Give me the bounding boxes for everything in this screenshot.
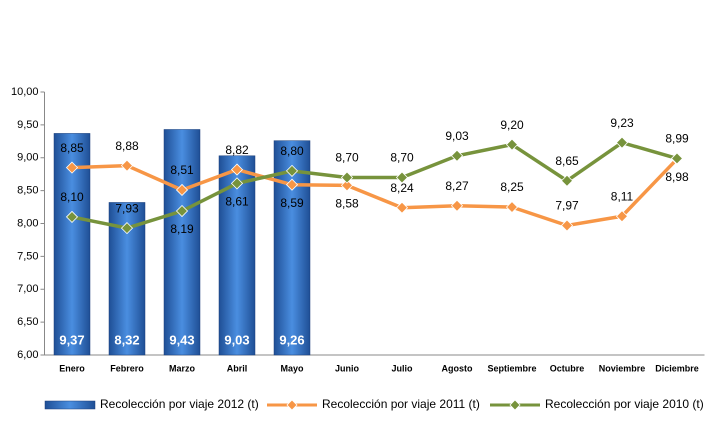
legend-marker: [509, 399, 521, 411]
data-label: 8,98: [665, 170, 689, 184]
x-tick-label: Mayo: [280, 363, 304, 373]
legend-marker: [286, 399, 298, 411]
x-tick-label: Diciembre: [655, 363, 699, 373]
data-label: 8,19: [170, 222, 194, 236]
marker: [615, 210, 629, 223]
x-tick-label: Febrero: [110, 363, 144, 373]
marker: [560, 174, 574, 187]
y-tick-label: 10,00: [11, 86, 39, 98]
x-tick-label: Marzo: [169, 363, 196, 373]
data-label: 8,27: [445, 179, 469, 193]
data-label: 8,10: [60, 190, 84, 204]
marker: [615, 136, 629, 149]
data-label: 8,25: [500, 180, 524, 194]
marker: [670, 152, 684, 165]
data-label: 7,97: [555, 199, 579, 213]
data-label: 8,58: [335, 197, 359, 211]
data-label: 8,80: [280, 144, 304, 158]
marker: [340, 179, 354, 192]
line: [71, 140, 678, 230]
bar-label: 9,03: [224, 332, 249, 347]
legend-swatch: [44, 400, 96, 410]
marker: [505, 138, 519, 151]
data-label: 8,88: [115, 139, 139, 153]
marker: [395, 201, 409, 214]
data-label: 9,03: [445, 129, 469, 143]
x-tick-label: Junio: [335, 363, 360, 373]
marker: [230, 177, 244, 190]
bar-label: 9,37: [59, 332, 84, 347]
data-label: 8,11: [611, 189, 634, 203]
y-tick-label: 8,50: [17, 185, 38, 197]
marker: [340, 171, 354, 184]
x-tick-label: Octubre: [550, 363, 585, 373]
data-label: 8,51: [170, 163, 194, 177]
marker: [450, 199, 464, 212]
data-label: 8,24: [390, 181, 414, 195]
marker: [560, 219, 574, 232]
y-tick-label: 6,00: [17, 349, 38, 361]
data-label: 7,93: [115, 201, 139, 215]
marker: [285, 164, 299, 177]
bar-label: 9,43: [169, 332, 194, 347]
marker: [120, 159, 134, 172]
x-tick-label: Abril: [227, 363, 248, 373]
legend-label: Recolección por viaje 2011 (t): [322, 397, 480, 411]
data-label: 8,85: [60, 141, 84, 155]
y-tick-label: 9,00: [17, 152, 38, 164]
data-label: 8,82: [225, 143, 249, 157]
marker: [285, 178, 299, 191]
data-label: 9,23: [610, 116, 634, 130]
x-tick-label: Septiembre: [487, 363, 536, 373]
marker: [450, 149, 464, 162]
marker: [175, 204, 189, 218]
marker: [65, 161, 79, 174]
marker: [120, 222, 134, 235]
legend-label: Recolección por viaje 2012 (t): [100, 397, 259, 411]
x-tick-label: Agosto: [442, 363, 473, 373]
bar-label: 8,32: [114, 332, 139, 347]
y-tick-label: 6,50: [17, 316, 38, 328]
marker: [230, 163, 244, 176]
data-label: 8,99: [665, 132, 689, 146]
bar: [163, 129, 201, 356]
marker: [505, 200, 519, 214]
marker: [175, 183, 189, 197]
bar-label: 9,26: [279, 332, 304, 347]
marker: [65, 210, 79, 223]
line: [71, 157, 679, 228]
data-label: 8,70: [390, 151, 414, 165]
x-tick-label: Noviembre: [599, 363, 646, 373]
marker: [395, 171, 409, 184]
legend-label: Recolección por viaje 2010 (t): [545, 397, 704, 411]
data-label: 8,70: [335, 151, 359, 165]
y-tick-label: 8,00: [17, 217, 38, 229]
data-label: 8,59: [280, 196, 304, 210]
y-tick-label: 7,50: [17, 250, 38, 262]
x-tick-label: Enero: [59, 363, 85, 373]
y-tick-label: 7,00: [17, 283, 38, 295]
data-label: 8,61: [225, 195, 249, 209]
data-label: 8,65: [555, 154, 579, 168]
data-label: 9,20: [500, 118, 524, 132]
y-tick-label: 9,50: [17, 119, 38, 131]
x-tick-label: Julio: [391, 363, 413, 373]
